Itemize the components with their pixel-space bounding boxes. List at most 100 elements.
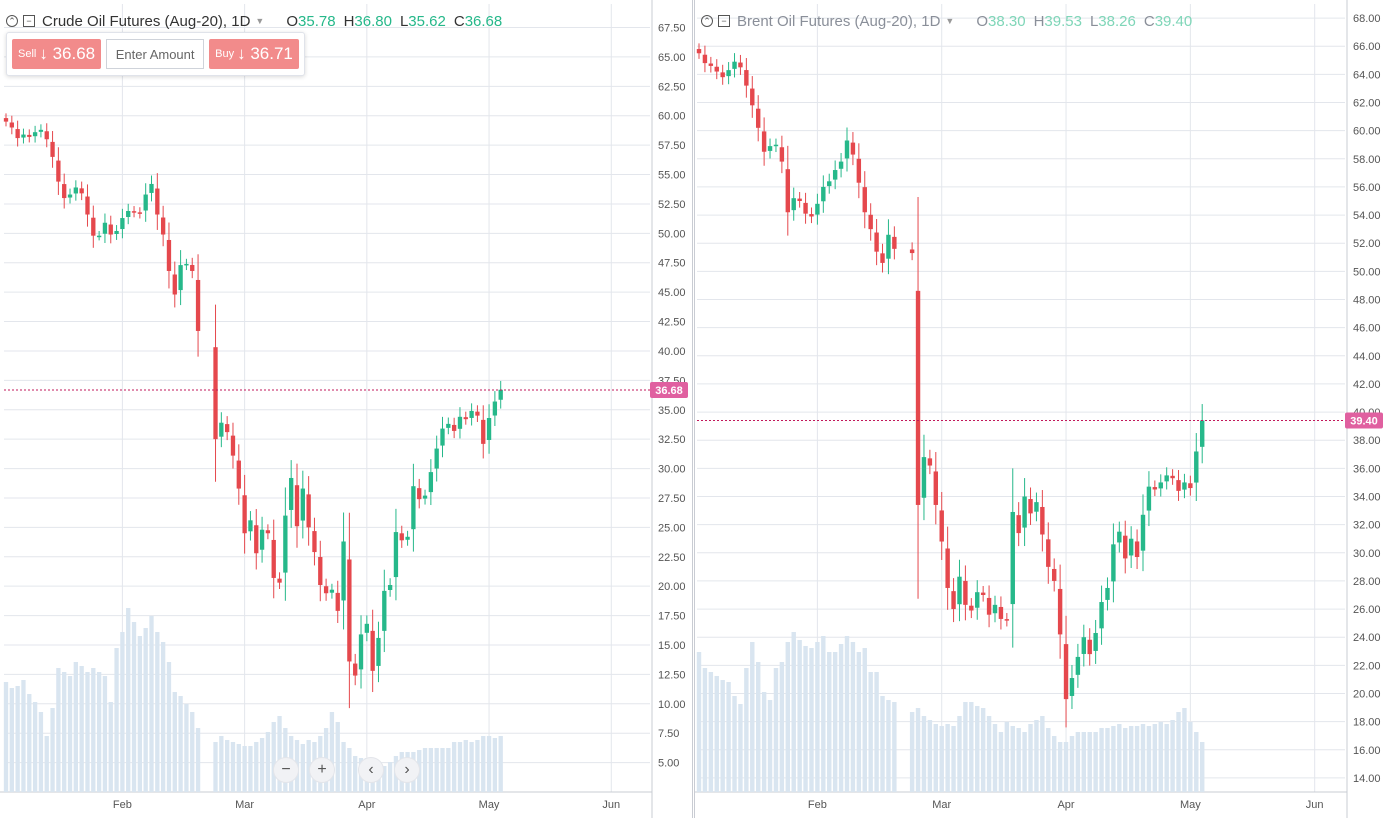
candle — [323, 578, 329, 601]
collapse-icon[interactable]: ⌃ — [701, 15, 713, 27]
candle-body — [481, 419, 486, 444]
candle-body — [744, 70, 749, 86]
candle — [986, 585, 992, 628]
candle-body — [114, 230, 119, 234]
collapse-icon[interactable]: ⌃ — [6, 15, 18, 27]
volume-bar — [1022, 732, 1027, 792]
y-tick-label: 56.00 — [1353, 182, 1381, 194]
candle — [767, 138, 773, 159]
candle — [259, 516, 265, 563]
candle-body — [791, 198, 796, 211]
volume-bar — [1170, 720, 1175, 792]
candle-body — [405, 536, 410, 540]
volume-bar — [382, 766, 387, 792]
last-price-value: 39.40 — [1350, 416, 1378, 428]
volume-bar — [3, 682, 9, 792]
candle-body — [892, 236, 897, 249]
x-tick-label: Apr — [358, 799, 375, 811]
crude-oil-chart[interactable]: 5.00 7.50 10.00 12.50 15.00 17.50 20.00 22.50 25… — [0, 0, 692, 818]
candle — [21, 128, 26, 144]
candle-body — [62, 184, 67, 199]
x-tick-label: Feb — [808, 799, 827, 811]
candle — [15, 120, 20, 147]
candle — [750, 76, 755, 118]
candle-body — [486, 417, 492, 440]
candle-body — [1022, 496, 1027, 528]
candle-body — [364, 623, 369, 633]
candle-body — [1081, 637, 1087, 654]
scroll-right-button[interactable]: › — [394, 757, 420, 783]
volume-bar — [720, 680, 725, 792]
y-tick-label: 22.50 — [658, 552, 686, 564]
candle-body — [254, 525, 259, 554]
volume-bar — [225, 740, 230, 792]
candle-body — [714, 66, 719, 72]
volume-bar — [38, 712, 44, 792]
candle-body — [451, 424, 457, 431]
volume-bar — [992, 724, 998, 792]
volume-bar — [155, 632, 160, 792]
candle-body — [933, 471, 939, 505]
candle-body — [1099, 602, 1104, 629]
candle-body — [225, 424, 230, 433]
caret-down-icon[interactable]: ▼ — [255, 16, 265, 26]
volume-bar — [347, 748, 352, 792]
volume-bar — [726, 682, 731, 792]
y-tick-label: 27.50 — [658, 493, 686, 505]
caret-down-icon[interactable]: ▼ — [945, 16, 955, 26]
candle-body — [306, 494, 311, 528]
volume-bar — [190, 712, 195, 792]
candle — [160, 205, 166, 247]
volume-bar — [1146, 726, 1152, 792]
volume-bar — [1034, 720, 1039, 792]
buy-button[interactable]: Buy ↓ 36.71 — [209, 39, 299, 69]
candle-body — [417, 488, 422, 500]
volume-bar — [945, 724, 950, 792]
candle — [469, 403, 474, 426]
zoom-in-button[interactable]: + — [309, 757, 335, 783]
candle — [1117, 521, 1122, 553]
volume-bar — [850, 642, 856, 792]
volume-bar — [166, 662, 172, 792]
candle — [980, 585, 986, 602]
y-tick-label: 28.00 — [1353, 576, 1381, 588]
candle-body — [259, 529, 265, 550]
volume-bar — [963, 702, 968, 792]
minimize-icon[interactable]: − — [23, 15, 35, 27]
volume-bar — [329, 712, 335, 792]
candle — [358, 615, 364, 689]
series-title[interactable]: Brent Oil Futures (Aug-20), 1D — [737, 12, 941, 30]
candle-body — [909, 249, 915, 254]
candle-body — [827, 181, 832, 187]
volume-bar — [149, 616, 154, 792]
candle-body — [370, 630, 375, 671]
amount-input[interactable] — [106, 39, 205, 69]
candle — [1081, 624, 1087, 667]
series-title[interactable]: Crude Oil Futures (Aug-20), 1D — [42, 12, 251, 30]
candle-body — [38, 129, 44, 132]
volume-bar — [803, 646, 808, 792]
y-tick-label: 52.00 — [1353, 238, 1381, 250]
minus-icon: − — [281, 761, 291, 778]
buy-arrow-icon: ↓ — [237, 44, 246, 63]
volume-bar — [738, 704, 743, 792]
candle — [785, 145, 791, 236]
zoom-out-button[interactable]: − — [273, 757, 299, 783]
brent-oil-chart-pane[interactable]: 14.00 16.00 18.00 20.00 22.00 24.00 26.00 28.00… — [694, 0, 1387, 818]
volume-bar — [1069, 736, 1075, 792]
chevron-right-icon: › — [404, 761, 410, 778]
brent-oil-chart[interactable]: 14.00 16.00 18.00 20.00 22.00 24.00 26.00 28.00… — [695, 0, 1387, 818]
volume-bar — [809, 648, 814, 792]
scroll-left-button[interactable]: ‹ — [358, 757, 384, 783]
y-tick-label: 34.00 — [1353, 492, 1381, 504]
sell-button[interactable]: Sell ↓ 36.68 — [12, 39, 102, 69]
candle — [1111, 523, 1116, 603]
crude-oil-chart-pane[interactable]: 5.00 7.50 10.00 12.50 15.00 17.50 20.00 22.50 25… — [0, 0, 693, 818]
minimize-icon[interactable]: − — [718, 15, 730, 27]
candle-body — [1146, 486, 1152, 511]
candle — [998, 596, 1004, 630]
candle — [155, 173, 160, 230]
y-tick-label: 65.00 — [658, 52, 686, 64]
candle-body — [738, 62, 743, 68]
close-key: C — [453, 12, 465, 30]
